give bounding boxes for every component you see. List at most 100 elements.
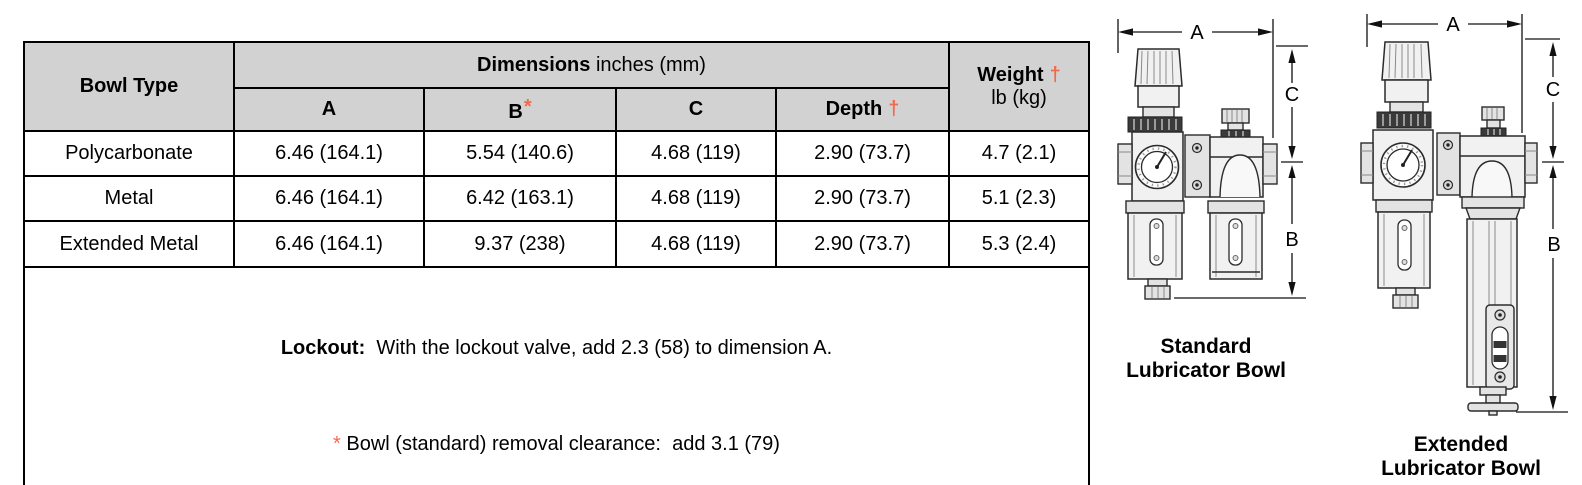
dim-b-label: B bbox=[508, 100, 523, 123]
weight-dagger-mark: † bbox=[1049, 63, 1061, 86]
cell-c: 4.68 (119) bbox=[615, 130, 777, 177]
cell-weight: 5.1 (2.3) bbox=[948, 175, 1090, 222]
regulator-knob bbox=[1381, 41, 1432, 81]
left-port bbox=[1360, 142, 1374, 184]
dim-b-asterisk-mark: * bbox=[523, 95, 532, 118]
cell-b: 6.42 (163.1) bbox=[423, 175, 617, 222]
regulator-drawing bbox=[1360, 41, 1434, 201]
cell-c: 4.68 (119) bbox=[615, 175, 777, 222]
caption-line-1: Extended bbox=[1413, 433, 1509, 456]
cell-weight: 5.3 (2.4) bbox=[948, 220, 1090, 268]
cell-bowl-type: Polycarbonate bbox=[23, 130, 235, 177]
note-standard-clearance: * Bowl (standard) removal clearance: add… bbox=[25, 428, 1088, 460]
lubricator-cap bbox=[1481, 106, 1505, 121]
diagram-caption: Standard Lubricator Bowl bbox=[1090, 335, 1322, 383]
note-standard-clearance-text: Bowl (standard) removal clearance: add 3… bbox=[340, 433, 780, 455]
bowl-dimensions-table: Bowl Type Dimensions inches (mm) Weight †… bbox=[23, 41, 1090, 485]
caption-line-1: Standard bbox=[1160, 335, 1252, 358]
header-dimensions-bold: Dimensions bbox=[477, 53, 591, 76]
dimension-c: C bbox=[1525, 38, 1564, 178]
footnotes: Lockout: With the lockout valve, add 2.3… bbox=[23, 266, 1090, 485]
lubricator-drawing bbox=[1209, 108, 1278, 198]
bowl-foot bbox=[1479, 386, 1507, 396]
right-port bbox=[1524, 142, 1538, 184]
connector-block bbox=[1184, 134, 1211, 198]
standard-lubricator-diagram: A C B bbox=[1090, 5, 1322, 485]
table-row-extended-metal: Extended Metal 6.46 (164.1) 9.37 (238) 4… bbox=[23, 220, 1090, 268]
left-port bbox=[1117, 143, 1133, 185]
dim-c-label: C bbox=[688, 98, 704, 120]
header-weight-units: lb (kg) bbox=[991, 86, 1047, 109]
cell-depth: 2.90 (73.7) bbox=[775, 130, 950, 177]
connector-block bbox=[1436, 132, 1461, 196]
header-dimensions-units: inches (mm) bbox=[590, 53, 706, 76]
cell-weight: 4.7 (2.1) bbox=[948, 130, 1090, 177]
header-dim-depth: Depth † bbox=[775, 87, 950, 132]
note-lockout: Lockout: With the lockout valve, add 2.3… bbox=[25, 332, 1088, 364]
dim-label-c: C bbox=[1285, 84, 1299, 106]
sight-window bbox=[1228, 218, 1243, 266]
note-lockout-prefix: Lockout: bbox=[280, 337, 366, 359]
drain-collar bbox=[1395, 287, 1416, 296]
dim-label-b: B bbox=[1285, 229, 1298, 251]
cell-depth: 2.90 (73.7) bbox=[775, 220, 950, 268]
drain-collar bbox=[1147, 278, 1168, 287]
dimension-c: C bbox=[1276, 45, 1308, 178]
header-weight-label: Weight bbox=[977, 63, 1044, 86]
dimension-b: B bbox=[1174, 175, 1306, 299]
extended-lubricator-drawing: A C B bbox=[1360, 14, 1568, 416]
sight-dome bbox=[1219, 154, 1261, 198]
diagram-caption: Extended Lubricator Bowl bbox=[1340, 433, 1582, 481]
caption-line-2: Lubricator Bowl bbox=[1126, 359, 1286, 382]
gauge-needle bbox=[1402, 149, 1413, 166]
dim-label-a: A bbox=[1446, 14, 1460, 36]
sight-window bbox=[1397, 219, 1412, 271]
table-row-polycarbonate: Polycarbonate 6.46 (164.1) 5.54 (140.6) … bbox=[23, 130, 1090, 177]
extended-lubricator-bowl bbox=[1461, 196, 1525, 416]
lubricator-bowl bbox=[1207, 200, 1265, 280]
note-lockout-text: With the lockout valve, add 2.3 (58) to … bbox=[365, 337, 833, 359]
sight-dome bbox=[1471, 160, 1513, 198]
table-row-metal: Metal 6.46 (164.1) 6.42 (163.1) 4.68 (11… bbox=[23, 175, 1090, 222]
header-dim-b: B* bbox=[423, 87, 617, 132]
standard-lubricator-drawing: A C B bbox=[1117, 19, 1308, 300]
header-bowl-type: Bowl Type bbox=[23, 41, 235, 132]
dimension-a: A bbox=[1366, 14, 1523, 133]
dim-label-c: C bbox=[1546, 79, 1560, 101]
cell-bowl-type: Metal bbox=[23, 175, 235, 222]
dim-a-label: A bbox=[321, 98, 337, 120]
filter-bowl bbox=[1375, 199, 1433, 309]
sight-window bbox=[1149, 218, 1164, 266]
lubricator-drawing bbox=[1459, 106, 1538, 198]
dimension-a: A bbox=[1117, 19, 1274, 138]
cell-bowl-type: Extended Metal bbox=[23, 220, 235, 268]
dim-depth-label: Depth bbox=[825, 98, 883, 120]
header-weight: Weight † lb (kg) bbox=[948, 41, 1090, 132]
dim-label-a: A bbox=[1190, 22, 1204, 44]
dimension-b: B bbox=[1516, 175, 1568, 413]
right-port bbox=[1262, 143, 1278, 185]
filter-bowl bbox=[1125, 200, 1185, 300]
lubricator-cap bbox=[1221, 108, 1250, 124]
header-dim-c: C bbox=[615, 87, 777, 132]
caption-line-2: Lubricator Bowl bbox=[1381, 457, 1541, 480]
dimensions-table-wrap: Bowl Type Dimensions inches (mm) Weight †… bbox=[23, 41, 1090, 485]
dim-depth-dagger-mark: † bbox=[888, 98, 900, 120]
header-dim-a: A bbox=[233, 87, 425, 132]
cell-b: 5.54 (140.6) bbox=[423, 130, 617, 177]
cell-b: 9.37 (238) bbox=[423, 220, 617, 268]
drain-wing bbox=[1467, 402, 1519, 412]
table-notes-row: Lockout: With the lockout valve, add 2.3… bbox=[23, 266, 1090, 485]
asterisk-mark: * bbox=[333, 433, 341, 455]
gauge-needle bbox=[1156, 151, 1167, 168]
cell-depth: 2.90 (73.7) bbox=[775, 175, 950, 222]
header-dimensions: Dimensions inches (mm) bbox=[233, 41, 950, 89]
regulator-drawing bbox=[1117, 48, 1184, 202]
cell-a: 6.46 (164.1) bbox=[233, 220, 425, 268]
cell-a: 6.46 (164.1) bbox=[233, 130, 425, 177]
cell-a: 6.46 (164.1) bbox=[233, 175, 425, 222]
extended-lubricator-diagram: A C B bbox=[1340, 5, 1582, 485]
dim-label-b: B bbox=[1547, 234, 1560, 256]
cell-c: 4.68 (119) bbox=[615, 220, 777, 268]
